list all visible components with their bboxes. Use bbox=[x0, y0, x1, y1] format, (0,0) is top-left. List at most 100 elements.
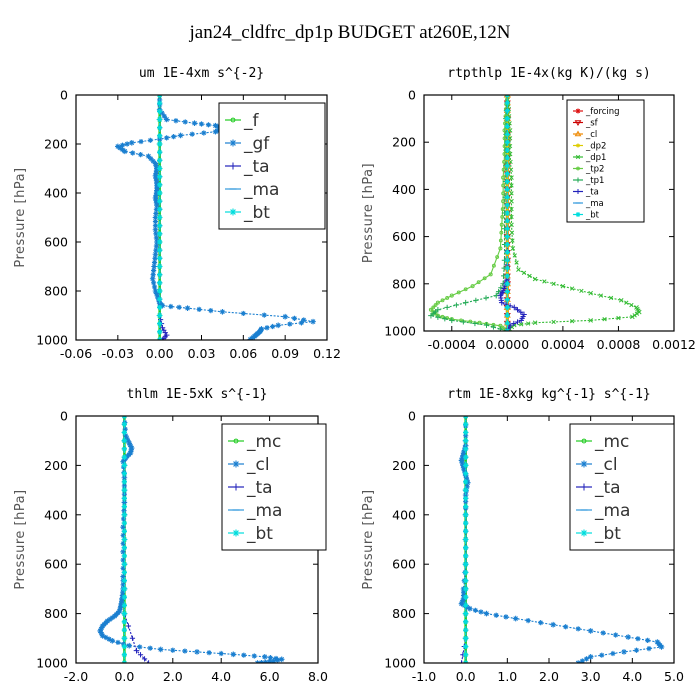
data-point bbox=[463, 545, 469, 551]
series-bt bbox=[156, 95, 163, 340]
data-point bbox=[240, 310, 246, 317]
data-point bbox=[120, 532, 126, 538]
panel-1: um 1E-4xm s^{-2} Pressure [hPa] -0.06 -0.03… bbox=[13, 66, 341, 361]
data-point bbox=[152, 251, 159, 258]
legend-marker bbox=[232, 460, 240, 468]
data-point bbox=[504, 233, 511, 240]
x-tick-label: 6.0 bbox=[260, 669, 280, 684]
data-point bbox=[120, 524, 126, 530]
data-point bbox=[461, 467, 467, 473]
data-point bbox=[157, 108, 163, 114]
data-point bbox=[462, 437, 469, 444]
data-point bbox=[463, 421, 469, 427]
data-point bbox=[126, 440, 133, 446]
data-point bbox=[152, 288, 159, 294]
data-point bbox=[201, 130, 207, 136]
data-point bbox=[121, 487, 128, 493]
series-line bbox=[506, 95, 641, 331]
data-point bbox=[509, 198, 514, 204]
y-tick-label: 400 bbox=[392, 182, 416, 197]
legend-marker bbox=[576, 143, 580, 148]
data-point bbox=[156, 263, 163, 270]
data-point bbox=[212, 128, 219, 135]
data-point bbox=[138, 152, 144, 158]
legend-item: _sf bbox=[573, 119, 599, 129]
data-point bbox=[121, 462, 128, 469]
data-point bbox=[509, 214, 514, 220]
data-point bbox=[121, 528, 127, 534]
data-point bbox=[208, 308, 214, 314]
data-point bbox=[147, 645, 153, 651]
x-tick-label: 0.0012 bbox=[652, 337, 696, 352]
data-point bbox=[120, 549, 126, 555]
data-point bbox=[502, 151, 507, 157]
data-point bbox=[157, 174, 163, 180]
data-point bbox=[159, 302, 166, 309]
data-point bbox=[504, 226, 510, 232]
x-tick-label: 0.0004 bbox=[541, 337, 585, 352]
data-point bbox=[275, 322, 281, 329]
data-point bbox=[514, 307, 521, 313]
data-point bbox=[442, 316, 448, 322]
data-point bbox=[109, 637, 116, 644]
data-point bbox=[157, 316, 164, 323]
data-point bbox=[156, 239, 163, 245]
data-point bbox=[624, 300, 629, 305]
data-point bbox=[504, 296, 510, 303]
data-point bbox=[477, 320, 482, 325]
data-point bbox=[608, 295, 614, 301]
data-point bbox=[532, 276, 538, 282]
panel-title: rtpthlp 1E-4x(kg K)/(kg s) bbox=[447, 66, 651, 81]
data-point bbox=[645, 637, 651, 643]
plot-frame bbox=[423, 94, 675, 332]
data-point bbox=[463, 429, 469, 436]
data-point bbox=[121, 594, 127, 600]
data-point bbox=[646, 645, 652, 652]
data-point bbox=[184, 305, 191, 311]
data-point bbox=[521, 270, 527, 275]
legend-item: _ta bbox=[576, 478, 621, 498]
x-tick-label: 3.0 bbox=[581, 669, 601, 684]
data-point bbox=[507, 121, 512, 126]
x-tick-label: 2.0 bbox=[539, 669, 559, 684]
data-point bbox=[219, 309, 226, 315]
data-point bbox=[488, 272, 493, 277]
data-point bbox=[215, 123, 221, 130]
data-point bbox=[463, 528, 469, 534]
data-point bbox=[156, 214, 163, 221]
legend-item: _bt bbox=[228, 524, 273, 544]
data-point bbox=[275, 657, 281, 663]
data-point bbox=[514, 260, 519, 265]
plot-area bbox=[97, 416, 285, 663]
panel-4: rtm 1E-8xkg kg^{-1} s^{-1} Pressure [hPa]… bbox=[361, 387, 684, 684]
data-point bbox=[121, 495, 127, 501]
data-point bbox=[459, 460, 465, 466]
data-point bbox=[120, 557, 126, 563]
data-point bbox=[630, 314, 635, 320]
data-point bbox=[121, 652, 127, 658]
y-tick-label: 200 bbox=[392, 458, 416, 473]
data-point bbox=[525, 321, 531, 326]
data-point bbox=[629, 302, 634, 308]
data-point bbox=[109, 615, 115, 621]
data-point bbox=[509, 206, 514, 212]
legend-item: _ma bbox=[573, 199, 604, 209]
data-point bbox=[137, 644, 143, 650]
data-point bbox=[267, 655, 274, 661]
data-point bbox=[658, 644, 665, 650]
figure-title: jan24_cldfrc_dp1p BUDGET at260E,12N bbox=[188, 22, 510, 43]
data-point bbox=[122, 148, 128, 155]
data-point bbox=[504, 241, 510, 248]
data-point bbox=[460, 319, 466, 325]
data-point bbox=[504, 147, 510, 153]
data-point bbox=[157, 125, 163, 131]
data-point bbox=[491, 263, 496, 268]
data-point bbox=[462, 299, 469, 306]
data-point bbox=[157, 280, 163, 286]
y-tick-label: 1000 bbox=[36, 333, 68, 348]
data-point bbox=[151, 263, 157, 270]
legend-item: _gf bbox=[225, 134, 270, 154]
y-tick-label: 200 bbox=[44, 137, 68, 152]
x-tick-label: 2.0 bbox=[163, 669, 183, 684]
legend-label: _cl bbox=[246, 455, 270, 475]
